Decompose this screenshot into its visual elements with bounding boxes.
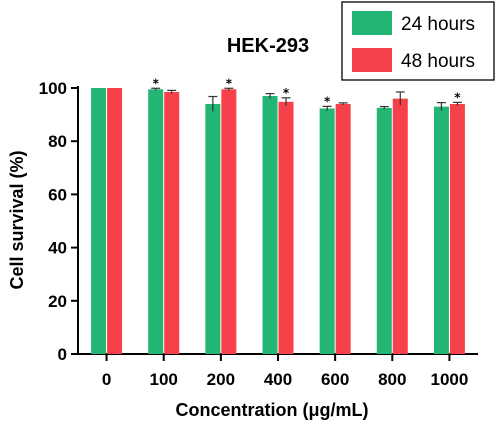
legend-label-48-hours: 48 hours xyxy=(401,51,475,72)
y-tick-label: 80 xyxy=(48,132,67,151)
bar-24-hours-1000 xyxy=(433,106,449,355)
bar-24-hours-400 xyxy=(262,95,278,354)
significance-marker: * xyxy=(324,94,331,108)
bar-48-hours-0 xyxy=(107,88,123,354)
x-tick-label: 1000 xyxy=(431,370,469,389)
x-axis: 0 100 200 400 600 800 1000 xyxy=(78,353,478,389)
significance-marker: * xyxy=(226,76,233,90)
y-tick-label: 20 xyxy=(48,292,67,311)
bar-48-hours-200 xyxy=(221,89,237,354)
y-tick-label: 0 xyxy=(58,345,67,364)
bar-series: * * * * * xyxy=(91,76,465,355)
x-tick-label: 200 xyxy=(207,370,235,389)
legend: 24 hours 48 hours xyxy=(341,1,495,81)
bar-48-hours-800 xyxy=(392,98,408,354)
bar-24-hours-200 xyxy=(205,103,221,355)
x-tick-label: 0 xyxy=(102,370,111,389)
legend-swatch-48-hours xyxy=(352,48,392,72)
x-tick-label: 400 xyxy=(264,370,292,389)
bar-24-hours-100 xyxy=(148,89,164,354)
significance-marker: * xyxy=(454,90,461,104)
legend-swatch-24-hours xyxy=(352,11,392,35)
y-axis: 0 20 40 60 80 100 xyxy=(39,79,79,364)
bar-48-hours-600 xyxy=(335,103,351,355)
bar-24-hours-0 xyxy=(91,88,107,354)
x-tick-label: 800 xyxy=(378,370,406,389)
bar-24-hours-800 xyxy=(376,107,392,354)
bar-48-hours-1000 xyxy=(449,103,465,355)
x-tick-label: 600 xyxy=(321,370,349,389)
significance-marker: * xyxy=(283,86,290,100)
x-tick-label: 100 xyxy=(150,370,178,389)
y-tick-label: 100 xyxy=(39,79,67,98)
bar-48-hours-400 xyxy=(278,101,294,354)
legend-label-24-hours: 24 hours xyxy=(401,14,475,35)
bar-48-hours-100 xyxy=(164,91,180,355)
x-axis-title: Concentration (μg/mL) xyxy=(176,400,369,420)
y-tick-label: 40 xyxy=(48,239,67,258)
y-axis-title: Cell survival (%) xyxy=(7,150,27,289)
significance-marker: * xyxy=(153,76,160,90)
y-tick-label: 60 xyxy=(48,185,67,204)
chart-title: HEK-293 xyxy=(227,35,309,57)
bar-24-hours-600 xyxy=(319,108,335,355)
